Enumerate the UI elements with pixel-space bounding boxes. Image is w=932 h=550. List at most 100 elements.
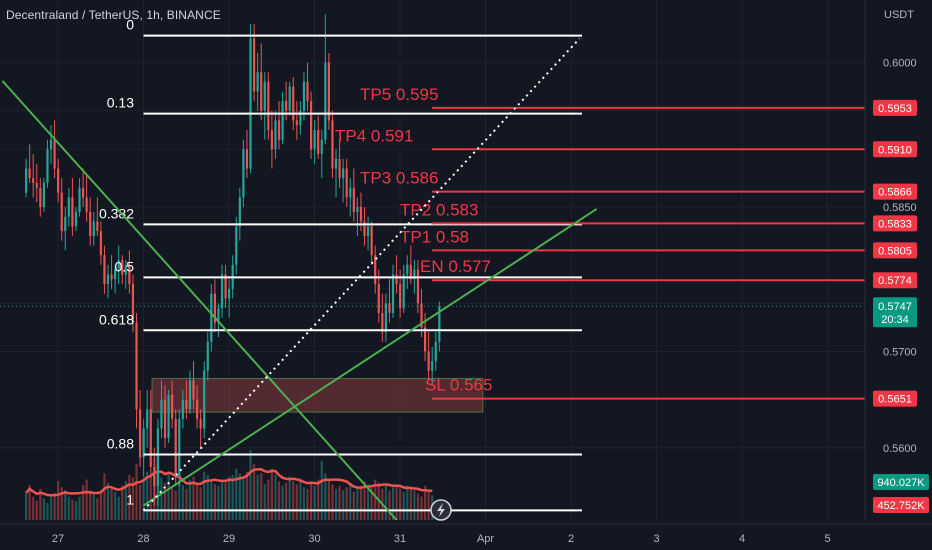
volume-bar (74, 501, 78, 520)
target-price-badge-bg (873, 272, 917, 289)
fib-label: 0 (126, 17, 134, 33)
volume-bar (235, 468, 238, 520)
volume-bar (81, 485, 85, 520)
candle-body (402, 274, 405, 309)
volume-bar (206, 474, 209, 520)
volume-bar (313, 485, 316, 520)
volume-bar (49, 496, 53, 520)
candle-body (103, 255, 106, 285)
volume-badge-bg (873, 474, 929, 490)
time-tick-label: 2 (568, 533, 574, 545)
volume-bar (402, 492, 405, 520)
volume-bar (138, 485, 142, 520)
volume-average-line (25, 468, 433, 497)
demand-zone-rect (151, 377, 484, 413)
volume-bar (363, 481, 366, 520)
candle-body (260, 72, 263, 111)
candle-body (206, 341, 209, 371)
volume-bar (256, 474, 259, 520)
volume-bar (24, 492, 28, 520)
volume-bar (274, 474, 277, 520)
candle-body (363, 221, 366, 236)
volume-bar (423, 485, 427, 520)
candle-body (334, 158, 338, 169)
candle-body (263, 81, 266, 111)
candle-body (374, 255, 377, 285)
candle-body (85, 197, 88, 212)
target-price-badge: 0.5953 (878, 103, 912, 115)
volume-bar (263, 484, 266, 520)
volume-bar (370, 487, 373, 520)
candle-body (174, 418, 177, 477)
replay-button[interactable] (430, 499, 452, 521)
volume-bar (292, 481, 295, 520)
volume-bar (331, 484, 334, 520)
candle-body (288, 86, 291, 111)
volume-bar (39, 488, 42, 520)
time-tick-label: 4 (739, 533, 745, 545)
volume-bar (42, 498, 45, 520)
volume-bar (89, 490, 92, 520)
volume-bar (106, 482, 110, 520)
candle-body (420, 303, 423, 328)
volume-bar (384, 485, 387, 520)
volume-bar (338, 485, 341, 520)
candle-body (295, 120, 298, 126)
candle-body (24, 168, 28, 193)
candle-body (292, 86, 295, 121)
candle-body (423, 327, 427, 352)
volume-bar (345, 487, 348, 520)
candle-body (359, 207, 363, 222)
volume-bar (188, 479, 192, 520)
volume-bar (220, 479, 224, 520)
time-tick-label: 29 (223, 533, 235, 545)
volume-bar (238, 473, 241, 520)
candle-body (238, 197, 241, 227)
candle-body (309, 101, 313, 150)
candle-body (89, 211, 92, 236)
volume-bar (213, 484, 216, 520)
volume-bar (281, 485, 284, 520)
target-lines: TP5 0.595 TP4 0.591 TP3 0.586 TP2 0.583 TP1 … (335, 85, 865, 400)
candle-body (252, 38, 256, 92)
candle-body (409, 264, 412, 280)
volume-bar (320, 460, 323, 520)
volume-bar (349, 482, 352, 520)
candle-body (39, 187, 42, 208)
volume-bar (295, 484, 298, 520)
candle-body (149, 409, 152, 468)
dotted-projection-line (142, 37, 581, 512)
candles (24, 14, 441, 506)
candle-body (74, 211, 78, 227)
volume-bar (399, 488, 402, 520)
volume-bar (117, 496, 120, 520)
candle-body (438, 306, 441, 342)
volume-bar (121, 485, 124, 520)
volume-bar (388, 490, 391, 520)
candle-body (57, 168, 60, 193)
candle-body (391, 274, 395, 313)
volume-bar (142, 478, 145, 520)
candle-body (274, 120, 277, 150)
time-tick-label: 27 (52, 533, 64, 545)
candle-body (352, 187, 355, 212)
volume-bar (249, 450, 252, 520)
candle-body (114, 269, 117, 280)
candle-body (434, 341, 437, 362)
volume-bar (352, 492, 355, 520)
time-tick-label: 28 (137, 533, 149, 545)
time-tick-label: 30 (308, 533, 320, 545)
candle-body (416, 269, 420, 304)
volume-bar (199, 487, 202, 520)
target-price-badge: 0.5910 (878, 144, 912, 156)
candle-body (327, 62, 330, 121)
candle-body (213, 293, 216, 323)
volume-bar (135, 464, 138, 520)
volume-bar (167, 473, 170, 520)
candle-body (217, 308, 220, 323)
chart-title: Decentraland / TetherUS, 1h, BINANCE (6, 8, 221, 22)
candle-body (28, 168, 31, 179)
candle-body (249, 38, 252, 169)
candle-body (270, 130, 273, 150)
